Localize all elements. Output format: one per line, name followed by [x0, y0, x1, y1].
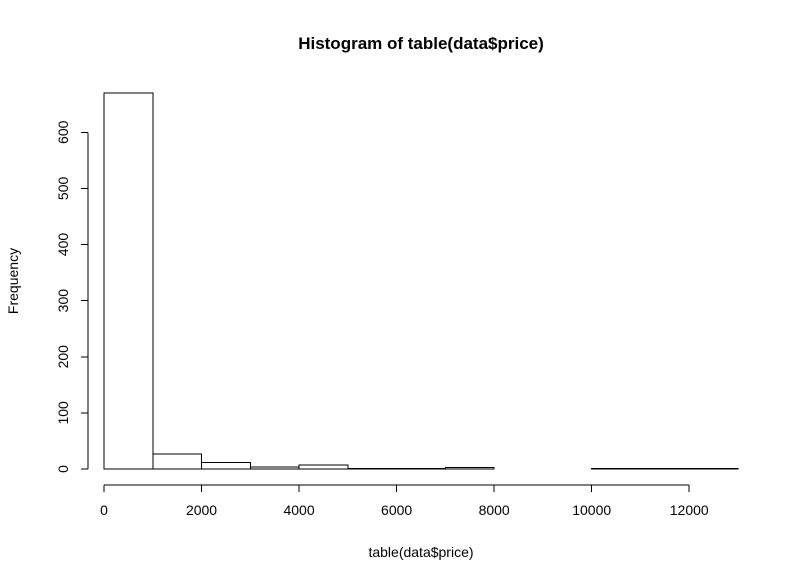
y-tick-label-6: 600 [55, 120, 71, 144]
histogram-bar-0 [103, 92, 154, 470]
histogram-bar-12 [688, 467, 739, 470]
x-axis-label: table(data$price) [368, 544, 473, 560]
histogram-bar-10 [591, 467, 641, 470]
chart-title: Histogram of table(data$price) [298, 34, 544, 53]
y-axis-label: Frequency [5, 248, 21, 314]
y-tick-label-0: 0 [55, 465, 71, 473]
y-tick-label-1: 100 [55, 401, 71, 425]
histogram-bar-2 [201, 461, 251, 470]
y-tick-label-4: 400 [55, 233, 71, 257]
x-tick-label-5: 10000 [572, 502, 611, 518]
y-axis: 0 100 200 300 400 500 600 [55, 120, 89, 473]
histogram-bar-6 [396, 467, 446, 470]
histogram-bar-1 [152, 453, 203, 470]
y-tick-label-3: 300 [55, 289, 71, 313]
x-tick-label-6: 12000 [670, 502, 709, 518]
histogram-bar-5 [347, 467, 398, 470]
histogram-bar-3 [249, 466, 300, 470]
y-tick-label-5: 500 [55, 177, 71, 201]
x-tick-label-2: 4000 [283, 502, 314, 518]
histogram-bar-11 [639, 467, 690, 470]
x-tick-label-4: 8000 [479, 502, 510, 518]
y-tick-label-2: 200 [55, 345, 71, 369]
x-tick-label-1: 2000 [186, 502, 217, 518]
bars-group [103, 92, 739, 470]
x-tick-label-0: 0 [100, 502, 108, 518]
histogram-bar-7 [444, 466, 495, 470]
x-tick-label-3: 6000 [381, 502, 412, 518]
x-axis: 0 2000 4000 6000 8000 10000 12000 [100, 484, 709, 518]
histogram-bar-4 [298, 464, 349, 470]
